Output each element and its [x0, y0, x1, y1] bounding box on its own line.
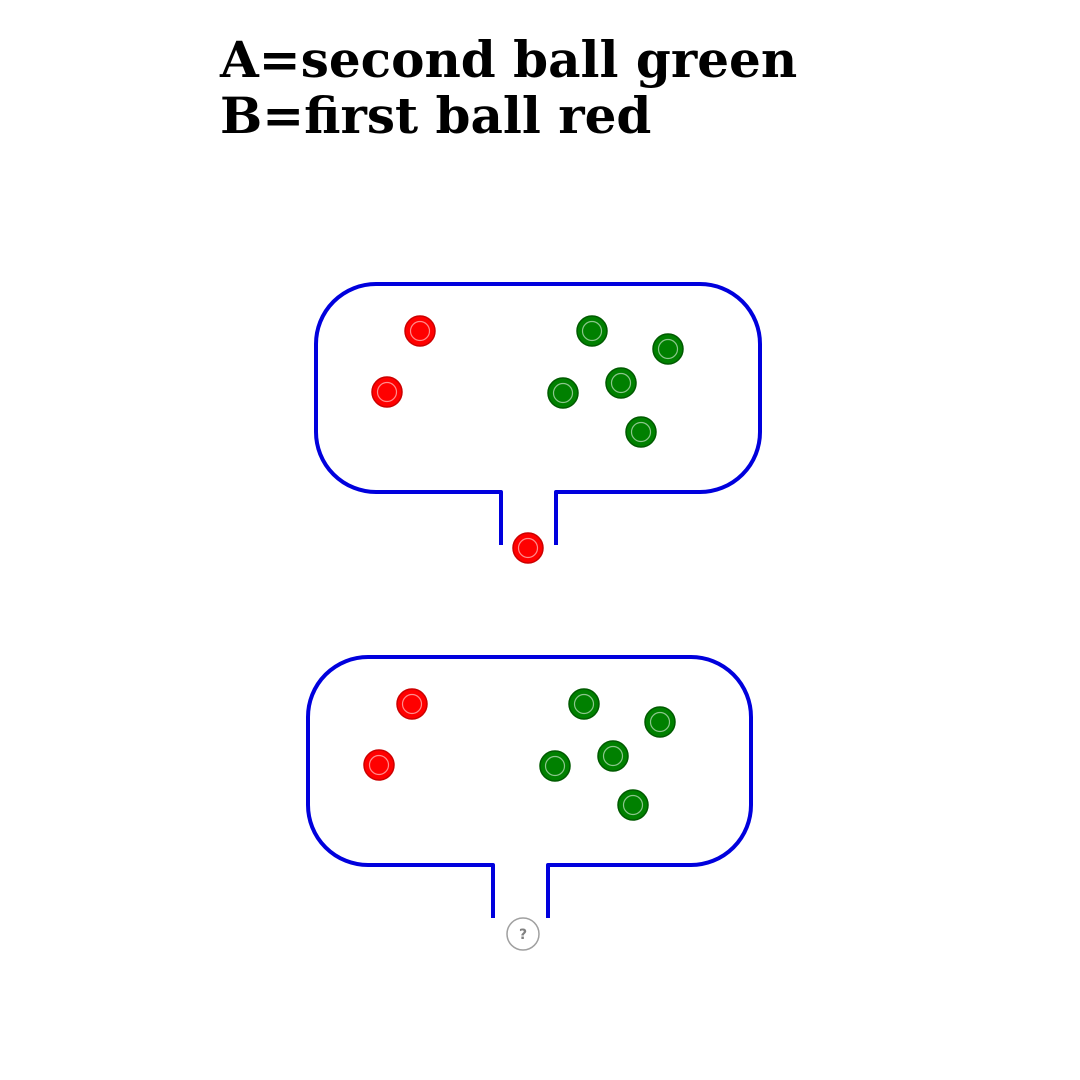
green-ball	[547, 377, 579, 409]
green-ball	[625, 416, 657, 448]
container-first-draw	[314, 282, 762, 564]
unknown-ball: ?	[506, 917, 540, 951]
red-ball	[371, 376, 403, 408]
drawn-red-ball	[512, 532, 544, 564]
green-ball	[576, 315, 608, 347]
green-ball	[568, 688, 600, 720]
red-ball	[404, 315, 436, 347]
green-ball	[617, 789, 649, 821]
container-outline	[314, 282, 762, 545]
green-ball	[539, 750, 571, 782]
red-ball	[363, 749, 395, 781]
container-outline	[306, 655, 753, 918]
title-block: A=second ball green B=first ball red	[220, 32, 797, 144]
green-ball	[652, 333, 684, 365]
question-mark: ?	[519, 927, 527, 943]
container-second-draw: ?	[306, 655, 753, 951]
red-ball	[396, 688, 428, 720]
green-ball	[597, 740, 629, 772]
green-ball	[605, 367, 637, 399]
event-b-label: B=first ball red	[220, 86, 652, 145]
green-ball	[644, 706, 676, 738]
event-a-label: A=second ball green	[220, 30, 798, 89]
